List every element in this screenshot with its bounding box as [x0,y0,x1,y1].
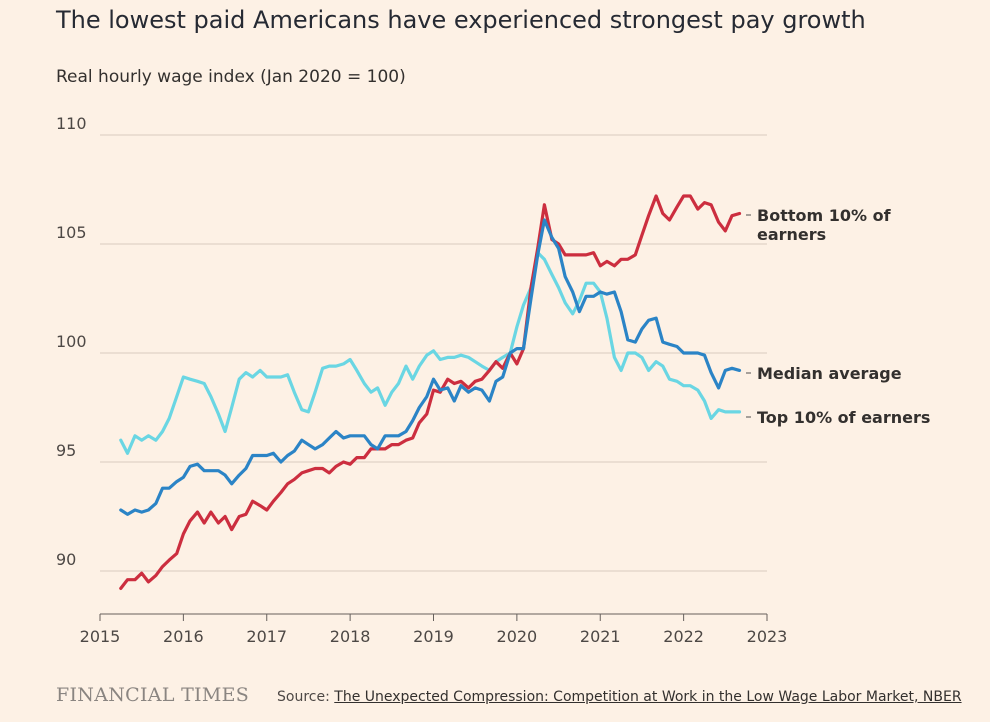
label-median: Median average [757,364,902,383]
x-tick-label: 2015 [80,627,121,646]
chart-subtitle: Real hourly wage index (Jan 2020 = 100) [56,67,406,87]
chart-title: The lowest paid Americans have experienc… [56,6,866,34]
label-bottom-10: Bottom 10% of [757,206,892,225]
series-line-top-10 [119,251,742,455]
series-line-median [119,218,742,516]
x-tick-label: 2019 [413,627,454,646]
y-tick-label: 90 [56,550,76,569]
series-lines [119,194,742,590]
ft-logo: FINANCIAL TIMES [56,684,250,706]
series-line-bottom-10 [119,194,742,590]
y-tick-label: 110 [56,114,87,133]
x-tick-label: 2023 [747,627,788,646]
x-tick-label: 2022 [663,627,704,646]
x-tick-label: 2020 [497,627,538,646]
x-tick-label: 2016 [163,627,204,646]
grid-lines [100,134,767,572]
x-axis: 2015 2016 2017 2018 2019 2020 2021 2022 2023 [80,613,788,646]
source-prefix: Source: [277,689,335,705]
x-tick-label: 2018 [330,627,371,646]
y-axis-labels: 90 95 100 105 110 [56,114,87,569]
x-tick-label: 2021 [580,627,621,646]
label-bottom-10: earners [757,225,826,244]
y-tick-label: 95 [56,441,76,460]
y-tick-label: 100 [56,332,87,351]
source-note: Source: The Unexpected Compression: Comp… [277,689,962,705]
y-tick-label: 105 [56,223,87,242]
label-top-10: Top 10% of earners [757,408,930,427]
x-tick-label: 2017 [246,627,287,646]
source-link[interactable]: The Unexpected Compression: Competition … [334,689,962,705]
